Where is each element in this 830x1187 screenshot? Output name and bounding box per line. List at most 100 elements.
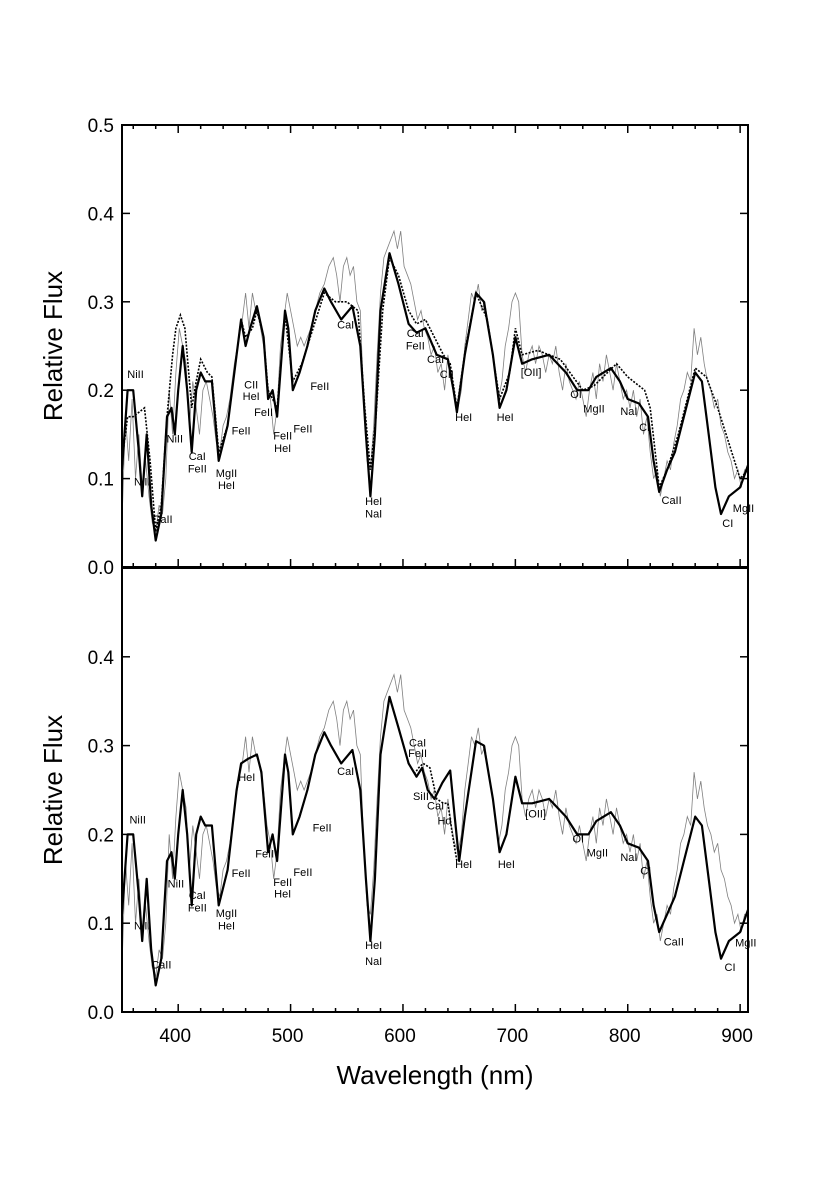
y-tick-label: 0.0 bbox=[88, 1003, 114, 1024]
spectral-line-label: NiII bbox=[167, 433, 184, 445]
plot-frame bbox=[121, 567, 749, 1013]
spectral-line-label: HeI bbox=[455, 412, 472, 424]
model-dotted-line bbox=[413, 762, 458, 862]
spectral-line-label: FeII bbox=[188, 463, 207, 475]
spectral-line-label: CII bbox=[244, 379, 258, 391]
spectral-line-label: FeII bbox=[255, 849, 274, 861]
spectral-line-label: SiII bbox=[413, 791, 429, 803]
spectral-line-label: HeI bbox=[365, 496, 382, 508]
spectral-line-label: CaI bbox=[337, 766, 354, 778]
spectral-line-label: NiII bbox=[134, 477, 151, 489]
spectral-line-label: CI bbox=[725, 962, 736, 974]
x-tick-label: 900 bbox=[721, 1026, 753, 1047]
spectral-line-label: NiII bbox=[127, 369, 144, 381]
spectral-line-label: FeII bbox=[273, 877, 292, 889]
spectral-line-label: NiII bbox=[129, 815, 146, 827]
spectral-line-label: CaI bbox=[409, 738, 426, 750]
spectral-line-label: NaI bbox=[365, 509, 382, 521]
y-tick-label: 0.4 bbox=[88, 648, 115, 669]
spectral-line-label: Hα bbox=[437, 816, 452, 828]
observed-spectrum-line bbox=[122, 229, 748, 532]
spectral-line-label: HeI bbox=[218, 480, 235, 492]
spectral-line-label: CaI bbox=[427, 354, 444, 366]
spectral-line-label: MgII bbox=[587, 848, 608, 860]
spectral-line-label: FeII bbox=[232, 425, 251, 437]
spectral-line-label: MgII bbox=[733, 503, 754, 515]
spectral-line-label: OI bbox=[570, 389, 582, 401]
spectral-line-label: CaI bbox=[337, 319, 354, 331]
y-tick-label: 0.2 bbox=[88, 381, 114, 402]
spectral-line-label: CI bbox=[640, 865, 651, 877]
spectral-line-label: HeI bbox=[274, 888, 291, 900]
spectral-line-label: NaI bbox=[620, 852, 637, 864]
spectral-line-label: HeI bbox=[243, 391, 260, 403]
y-tick-label: 0.3 bbox=[88, 737, 114, 758]
plot-area bbox=[122, 673, 748, 987]
y-tick-label: 0.0 bbox=[88, 558, 114, 579]
y-tick-label: 0.3 bbox=[88, 293, 114, 314]
x-tick-label: 600 bbox=[384, 1026, 416, 1047]
spectral-line-label: FeII bbox=[188, 903, 207, 915]
spectral-line-label: CI bbox=[639, 422, 650, 434]
spectral-line-label: FeII bbox=[232, 868, 251, 880]
spectral-line-label: CaI bbox=[427, 801, 444, 813]
spectral-line-label: NiII bbox=[168, 879, 185, 891]
spectral-line-label: HeI bbox=[365, 940, 382, 952]
plot-area bbox=[122, 229, 748, 542]
spectral-line-label: CaII bbox=[664, 936, 684, 948]
y-tick-label: 0.1 bbox=[88, 914, 114, 935]
spectral-line-label: CaI bbox=[189, 451, 206, 463]
y-tick-label: 0.1 bbox=[88, 470, 114, 491]
x-tick-label: 700 bbox=[497, 1026, 529, 1047]
x-tick-label: 800 bbox=[609, 1026, 641, 1047]
x-tick-label: 500 bbox=[272, 1026, 304, 1047]
spectral-line-label: HeI bbox=[497, 412, 514, 424]
spectral-line-label: MgII bbox=[216, 908, 237, 920]
model-solid-line bbox=[122, 695, 748, 987]
x-tick-label: 400 bbox=[159, 1026, 191, 1047]
spectral-line-label: CaII bbox=[151, 960, 171, 972]
y-axis-title-top: Relative Flux bbox=[38, 271, 68, 421]
spectral-line-label: [OII] bbox=[521, 367, 542, 379]
spectral-line-label: FeII bbox=[310, 381, 329, 393]
spectral-line-label: HeI bbox=[455, 859, 472, 871]
spectral-line-label: HeI bbox=[218, 920, 235, 932]
spectral-line-label: CaII bbox=[152, 514, 172, 526]
y-tick-label: 0.4 bbox=[88, 204, 115, 225]
model-solid-line bbox=[122, 252, 748, 542]
axes: 0.0 0.1 0.2 0.3 0.4 0.5 0.0 0.1 0.2 0.3 0.4 400 500 6… bbox=[88, 116, 753, 1047]
spectral-line-label: FeII bbox=[408, 748, 427, 760]
spectral-line-label: HeI bbox=[238, 772, 255, 784]
spectral-line-label: [OII] bbox=[525, 809, 546, 821]
spectral-line-label: HeI bbox=[498, 859, 515, 871]
model-dotted-line bbox=[122, 254, 748, 532]
spectral-line-label: CaI bbox=[407, 328, 424, 340]
spectral-line-label: MgII bbox=[735, 937, 756, 949]
y-tick-label: 0.2 bbox=[88, 825, 114, 846]
spectral-line-label: FeII bbox=[254, 407, 273, 419]
spectral-line-label: MgII bbox=[583, 403, 604, 415]
observed-spectrum-line bbox=[122, 673, 748, 977]
spectral-line-label: FeII bbox=[313, 823, 332, 835]
spectral-line-label: OI bbox=[572, 833, 584, 845]
spectral-line-label: FeII bbox=[273, 431, 292, 443]
spectral-line-label: CaII bbox=[662, 495, 682, 507]
spectral-line-label: NaI bbox=[620, 406, 637, 418]
spectral-line-label: CII bbox=[440, 369, 454, 381]
spectral-line-label: CaI bbox=[189, 890, 206, 902]
spectral-line-label: NaI bbox=[365, 956, 382, 968]
spectral-line-label: MgII bbox=[216, 468, 237, 480]
plot-frame bbox=[121, 124, 749, 568]
x-axis-title: Wavelength (nm) bbox=[337, 1060, 534, 1090]
y-axis-title-bottom: Relative Flux bbox=[38, 715, 68, 865]
spectral-line-label: FeII bbox=[406, 341, 425, 353]
spectral-line-label: HeI bbox=[274, 443, 291, 455]
spectral-line-label: CI bbox=[722, 518, 733, 530]
y-tick-label: 0.5 bbox=[88, 116, 114, 137]
spectral-line-label: NiII bbox=[134, 920, 151, 932]
spectral-line-label: FeII bbox=[293, 867, 312, 879]
spectral-line-label: FeII bbox=[293, 424, 312, 436]
